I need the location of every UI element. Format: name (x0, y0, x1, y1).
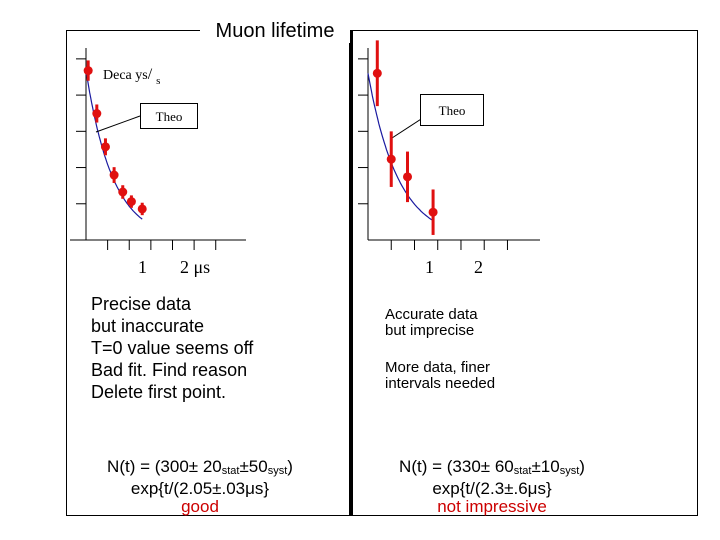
left-data-point (100, 138, 110, 156)
right-tick-label-1: 1 (425, 257, 434, 277)
left-formula-syst: syst (267, 465, 288, 477)
right-formula-line2: exp{t/(2.3±.6μs} (432, 479, 552, 498)
left-data-point (92, 104, 102, 123)
right-data-point (403, 151, 413, 203)
right-data-point (386, 131, 396, 187)
right-formula-syst: syst (559, 465, 580, 477)
left-formula-prefix: N(t) = (300± 20 (107, 457, 222, 476)
y-label-main: Deca ys (103, 68, 148, 83)
right-plot (358, 40, 540, 250)
right-formula: N(t) = (330± 60stat±10syst) exp{t/(2.3±.… (372, 458, 612, 516)
right-marker (403, 172, 413, 182)
right-note-line: More data, finer (385, 359, 491, 376)
left-formula-line1: N(t) = (300± 20stat±50syst) (80, 458, 320, 480)
left-note-line: T=0 value seems off (91, 338, 254, 358)
left-y-ticks (76, 58, 86, 205)
right-data-point (428, 189, 438, 235)
y-label-unit: s (156, 75, 161, 87)
right-marker (386, 154, 396, 164)
left-formula-line2: exp{t/(2.05±.03μs} (130, 479, 270, 498)
right-notes-accurate: Accurate data but imprecise (385, 307, 478, 339)
left-data-point (137, 202, 147, 216)
left-data-point (126, 195, 136, 208)
left-tick-label-1: 1 (138, 257, 147, 277)
left-marker (118, 187, 128, 197)
right-note-line: but imprecise (385, 322, 475, 339)
left-note-line: Precise data (91, 294, 192, 314)
left-marker (137, 204, 147, 214)
left-notes: Precise data but inaccurate T=0 value se… (91, 293, 253, 403)
left-marker (92, 109, 102, 119)
left-marker (83, 66, 93, 76)
right-marker (428, 207, 438, 217)
left-note-line: but inaccurate (91, 316, 205, 336)
right-verdict: not impressive (437, 497, 547, 516)
left-formula: N(t) = (300± 20stat±50syst) exp{t/(2.05±… (80, 458, 320, 516)
right-marker (372, 68, 382, 78)
left-marker (109, 170, 119, 180)
right-y-ticks (358, 58, 368, 205)
left-theo-pointer (95, 115, 141, 133)
left-plot (70, 48, 246, 250)
right-theo-box: Theo (420, 94, 484, 126)
left-formula-mid: ±50 (239, 457, 268, 476)
left-data-point (118, 185, 128, 199)
left-x-ticks (107, 240, 217, 250)
panel-divider (349, 30, 353, 516)
left-data-point (83, 60, 93, 81)
right-formula-stat: stat (513, 465, 532, 477)
right-note-line: intervals needed (385, 375, 496, 392)
left-note-line: Delete first point. (91, 382, 227, 402)
slide-frame (66, 30, 698, 516)
left-data-points (83, 60, 147, 216)
right-data-point (372, 40, 382, 107)
right-notes-more-data: More data, finer intervals needed (385, 360, 495, 392)
left-formula-stat: stat (221, 465, 240, 477)
right-x-ticks (390, 240, 508, 250)
left-note-line: Bad fit. Find reason (91, 360, 248, 380)
left-theo-box: Theo (140, 103, 198, 129)
right-formula-suffix: ) (579, 457, 585, 476)
left-theory-curve (85, 70, 143, 220)
left-tick-label-2: 2 μs (180, 257, 211, 277)
left-marker (126, 197, 136, 207)
right-formula-prefix: N(t) = (330± 60 (399, 457, 514, 476)
left-verdict: good (181, 497, 219, 516)
right-data-points (372, 40, 438, 235)
right-note-line: Accurate data (385, 306, 478, 323)
right-formula-line1: N(t) = (330± 60stat±10syst) (372, 458, 612, 480)
right-tick-label-2: 2 (474, 257, 483, 277)
page-title: Muon lifetime (200, 19, 350, 43)
left-marker (100, 142, 110, 152)
left-y-label: Deca ys/s (103, 66, 161, 87)
right-theory-curve (367, 73, 434, 222)
y-label-slash: / (147, 66, 153, 83)
left-data-point (109, 167, 119, 183)
left-formula-suffix: ) (287, 457, 293, 476)
right-formula-mid: ±10 (531, 457, 560, 476)
